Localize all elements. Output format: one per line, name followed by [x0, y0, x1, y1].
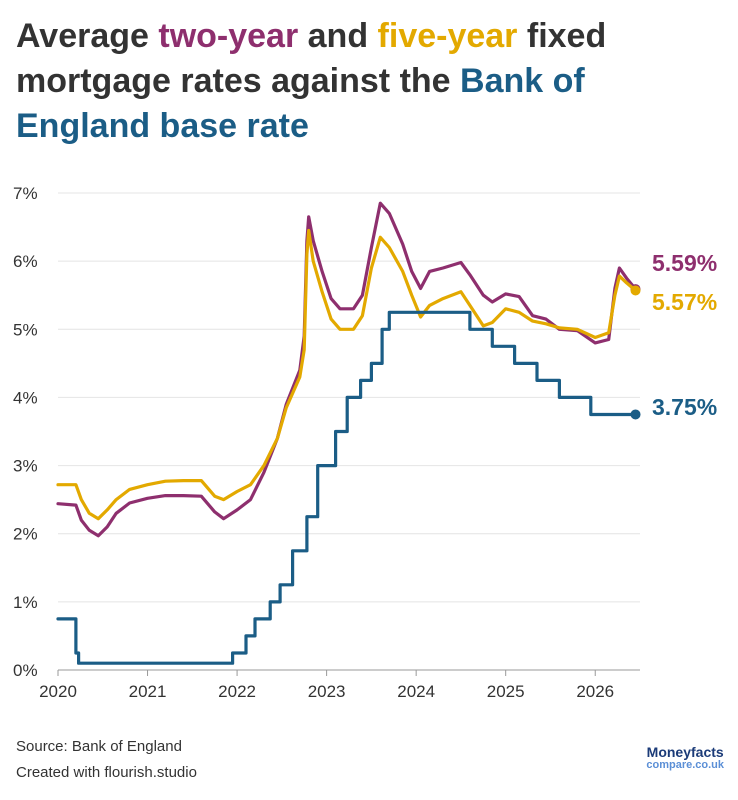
- y-tick-label: 5%: [13, 320, 38, 339]
- source-note: Source: Bank of England: [16, 738, 182, 755]
- chart-title: Average two-year and five-year fixed mor…: [16, 14, 726, 149]
- moneyfacts-logo: Moneyfacts compare.co.uk: [646, 744, 724, 772]
- y-tick-label: 7%: [13, 184, 38, 203]
- line-chart: 0% 1% 2% 3% 4% 5% 6% 7% 2020 2021 2022 2023 2024 2025…: [13, 184, 717, 701]
- title-base-rate: Bank of England base rate: [16, 62, 585, 145]
- y-tick-label: 1%: [13, 593, 38, 612]
- y-tick-label: 0%: [13, 661, 38, 680]
- five-year-line: [56, 228, 638, 521]
- title-text: fixed mortgage rates against the: [16, 17, 607, 100]
- base-rate-end-marker: [630, 409, 641, 420]
- x-tick-label: 2025: [487, 682, 525, 701]
- five-year-end-marker: [630, 285, 641, 296]
- x-tick-label: 2021: [129, 682, 167, 701]
- logo-line-1: Moneyfacts: [646, 744, 724, 760]
- created-note: Created with flourish.studio: [16, 764, 197, 781]
- x-tick-label: 2020: [39, 682, 77, 701]
- x-tick-label: 2023: [308, 682, 346, 701]
- base-rate-end-label: 3.75%: [652, 394, 717, 420]
- x-tick-label: 2022: [218, 682, 256, 701]
- logo-line-2: compare.co.uk: [646, 759, 724, 771]
- x-tick-label: 2026: [576, 682, 614, 701]
- y-tick-label: 3%: [13, 457, 38, 476]
- y-tick-label: 2%: [13, 525, 38, 544]
- y-tick-label: 6%: [13, 252, 38, 271]
- title-two-year: two-year: [158, 17, 299, 55]
- x-tick-label: 2024: [397, 682, 435, 701]
- two-year-end-label: 5.59%: [652, 250, 717, 276]
- two-year-line: [56, 201, 638, 538]
- title-text: and: [298, 17, 378, 55]
- five-year-end-label: 5.57%: [652, 289, 717, 315]
- title-five-year: five-year: [377, 17, 518, 55]
- base-rate-line: [56, 310, 638, 665]
- y-tick-label: 4%: [13, 388, 38, 407]
- title-text: Average: [16, 17, 159, 55]
